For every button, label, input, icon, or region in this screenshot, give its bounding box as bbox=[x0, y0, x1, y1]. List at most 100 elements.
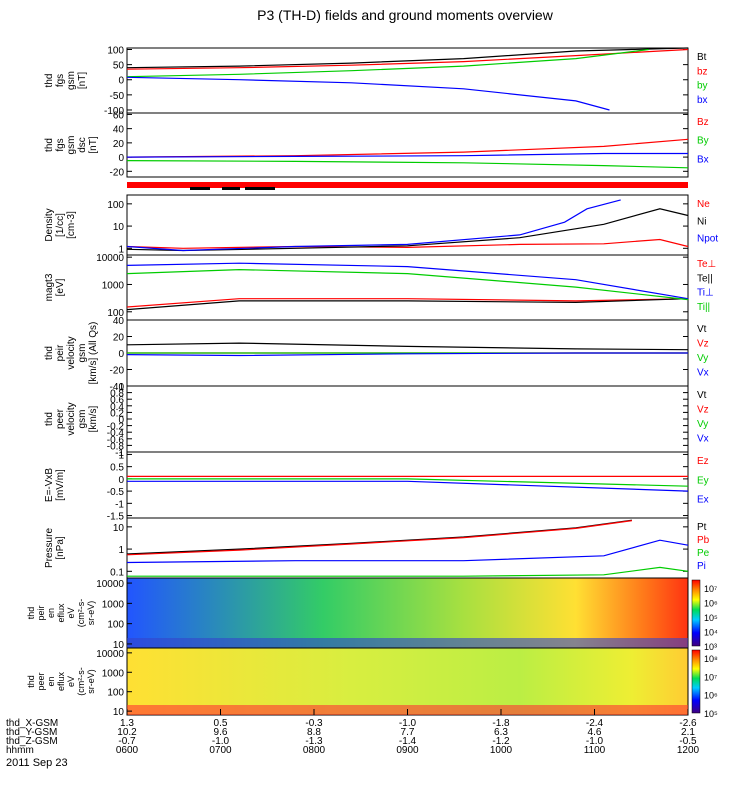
y-tick-label: 1000 bbox=[102, 668, 125, 679]
panel-temperature: 10000 1000 100 Te⊥ Te|| Ti⊥ Ti|| magt3 [eV] bbox=[44, 253, 716, 321]
y-label-line: dsc bbox=[77, 137, 88, 153]
status-bar-segment bbox=[245, 187, 275, 190]
legend-label: Vt bbox=[697, 390, 707, 401]
panel-frame bbox=[126, 112, 689, 178]
y-label-line: (cm²-s- bbox=[76, 667, 86, 696]
low-energy-band bbox=[127, 638, 688, 648]
y-tick-label: 1000 bbox=[102, 280, 125, 291]
x-tick-label: 1100 bbox=[584, 745, 606, 756]
y-axis-label: thd fgs gsm [nT] bbox=[44, 71, 88, 90]
y-label-line: eflux bbox=[56, 603, 66, 623]
colorbar-tick-label: 10⁷ bbox=[704, 584, 717, 594]
panel-frame bbox=[126, 517, 689, 579]
y-tick-label: 60 bbox=[113, 110, 125, 121]
x-tick-label: -1.8 bbox=[492, 718, 510, 729]
y-tick-label: 10 bbox=[113, 523, 125, 534]
y-label-line: sr-eV) bbox=[86, 669, 96, 694]
legend-label: bx bbox=[697, 95, 708, 106]
y-label-line: thd bbox=[44, 74, 55, 88]
y-label-line: thd bbox=[26, 675, 36, 688]
legend-label: Npot bbox=[697, 234, 718, 245]
x-tick-label: 0800 bbox=[303, 745, 326, 756]
series-line-Pi bbox=[126, 539, 689, 564]
y-label-line: velocity bbox=[66, 336, 77, 369]
y-tick-label: -40 bbox=[110, 382, 125, 393]
y-tick-label: 10 bbox=[113, 640, 125, 651]
y-tick-label: -1.5 bbox=[107, 512, 125, 523]
series-line-Pe bbox=[127, 566, 689, 577]
legend-label: Ne bbox=[697, 199, 710, 210]
legend-label: Te⊥ bbox=[697, 259, 716, 270]
series-line-bx bbox=[126, 76, 610, 111]
legend-label: Ey bbox=[697, 475, 709, 486]
y-axis-label: thd peir velocity gsm [km/s] (All Qs) bbox=[44, 322, 99, 385]
colorbar-tick-label: 10⁷ bbox=[704, 672, 717, 682]
y-tick-label: 50 bbox=[113, 61, 125, 72]
y-label-line: peir bbox=[36, 605, 46, 620]
series-line-by bbox=[126, 48, 649, 78]
y-label-line: (cm²-s- bbox=[76, 599, 86, 628]
x-tick-label: -1.2 bbox=[492, 736, 510, 747]
y-label-line: E=-VxB bbox=[44, 468, 55, 503]
y-label-line: velocity bbox=[66, 402, 77, 435]
spectrogram-image bbox=[126, 577, 689, 649]
y-tick-label: -50 bbox=[110, 91, 125, 102]
y-tick-label: 1 bbox=[118, 382, 124, 393]
panel-peir_velocity: 40 20 0 -20 -40 Vt Vz Vy Vx thd peir velocity gsm [km… bbox=[44, 316, 709, 393]
y-label-line: peer bbox=[36, 672, 46, 690]
series-line-Npot bbox=[126, 199, 621, 252]
y-tick-label: 10000 bbox=[96, 649, 124, 660]
y-axis-label: E=-VxB [mV/m] bbox=[44, 468, 66, 503]
series-line-Bz bbox=[126, 138, 689, 158]
legend-label: Pb bbox=[697, 535, 710, 546]
x-tick-label: 7.7 bbox=[401, 727, 415, 738]
y-label-line: gsm bbox=[77, 410, 88, 429]
y-tick-label: 100 bbox=[107, 688, 124, 699]
y-label-line: fgs bbox=[55, 138, 66, 151]
y-tick-label: -1 bbox=[115, 448, 124, 459]
y-tick-label: 10000 bbox=[96, 253, 124, 264]
x-tick-label: 0900 bbox=[396, 745, 419, 756]
legend-label: Ti|| bbox=[697, 302, 710, 313]
panel-fgs_gsm_dsl: 60 40 20 0 -20 Bz By Bx thd fgs gsm dsc [nT] bbox=[44, 110, 709, 178]
x-row-label: thd_X-GSM bbox=[6, 718, 58, 729]
status-bar-segment bbox=[190, 187, 210, 190]
series-line-Vt bbox=[126, 342, 689, 351]
y-label-line: eV bbox=[66, 607, 76, 618]
panel-frame bbox=[126, 47, 689, 114]
legend-label: Ti⊥ bbox=[697, 288, 714, 299]
x-tick-label: -1.0 bbox=[399, 718, 417, 729]
series-line-Vx bbox=[126, 352, 688, 357]
y-tick-label: 20 bbox=[113, 333, 125, 344]
series-line-Te|| bbox=[126, 298, 689, 311]
y-tick-label: 0.1 bbox=[110, 567, 124, 578]
y-axis-label: thd peer velocity gsm [km/s] bbox=[44, 402, 99, 435]
y-label-line: [nT] bbox=[88, 136, 99, 153]
y-tick-label: 0.8 bbox=[110, 389, 124, 400]
legend-label: Vx bbox=[697, 434, 709, 445]
panel-peer_velocity: 10.80.60.40.20-0.2-0.4-0.6-0.8-1VtVzVyVx… bbox=[44, 382, 709, 459]
date-label: 2011 Sep 23 bbox=[6, 757, 68, 769]
y-tick-label: 40 bbox=[113, 316, 125, 327]
y-label-line: [nT] bbox=[77, 72, 88, 89]
y-axis-label: magt3 [eV] bbox=[44, 273, 66, 301]
legend-label: Vt bbox=[697, 324, 707, 335]
y-label-line: en bbox=[46, 608, 56, 618]
colorbar-tick-label: 10⁶ bbox=[704, 599, 718, 609]
y-tick-label: 0.2 bbox=[110, 408, 124, 419]
panel-frame bbox=[126, 385, 689, 453]
y-tick-label: 1 bbox=[118, 450, 124, 461]
y-tick-label: -100 bbox=[104, 106, 124, 117]
y-tick-label: -20 bbox=[110, 366, 125, 377]
x-tick-label: 4.6 bbox=[588, 727, 602, 738]
x-row-label: thd_Z-GSM bbox=[6, 736, 58, 747]
y-tick-label: -0.8 bbox=[107, 441, 125, 452]
y-label-line: gsm bbox=[66, 136, 77, 155]
panel-frame bbox=[126, 451, 689, 519]
series-line-Bt bbox=[126, 47, 689, 69]
y-label-line: [1/cc] bbox=[55, 213, 66, 237]
x-tick-label: -1.0 bbox=[212, 736, 230, 747]
legend-label: bz bbox=[697, 66, 708, 77]
